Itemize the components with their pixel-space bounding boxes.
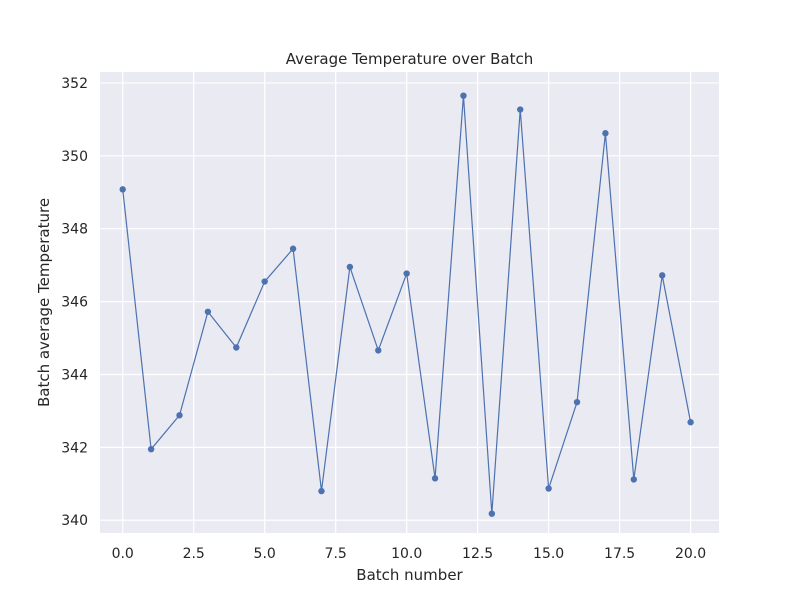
y-tick-label: 350: [61, 149, 88, 165]
x-tick-label: 12.5: [462, 546, 493, 562]
data-point: [176, 412, 183, 419]
data-point: [289, 245, 297, 252]
y-tick-label: 344: [61, 367, 88, 383]
x-tick-label: 0.0: [112, 546, 134, 562]
chart-title: Average Temperature over Batch: [286, 50, 534, 68]
data-point: [573, 398, 581, 406]
data-point: [431, 475, 439, 482]
data-point: [261, 278, 268, 285]
x-tick-label: 10.0: [391, 546, 422, 562]
data-point: [346, 263, 354, 271]
data-point: [233, 344, 240, 351]
data-point: [488, 510, 496, 517]
data-point: [403, 270, 410, 277]
data-point: [119, 186, 126, 193]
y-tick-label: 340: [61, 513, 88, 529]
y-tick-label: 352: [61, 76, 88, 92]
data-point: [204, 308, 212, 315]
data-point: [687, 419, 694, 426]
x-axis-label: Batch number: [356, 566, 463, 584]
data-point: [545, 485, 552, 492]
data-point: [147, 445, 155, 453]
data-point: [602, 130, 609, 137]
y-tick-label: 348: [61, 222, 88, 238]
tick-labels: 0.0 2.5 5.0 7.5 10.0 12.5 15.0 17.5 20.0 340 342 34…: [61, 76, 706, 562]
plot-area: [100, 72, 719, 533]
data-point: [517, 106, 524, 113]
x-tick-label: 7.5: [325, 546, 347, 562]
x-tick-label: 15.0: [533, 546, 564, 562]
series-layer: [119, 92, 694, 517]
data-point: [659, 272, 666, 279]
data-point: [375, 347, 382, 354]
y-axis-label: Batch average Temperature: [35, 198, 53, 407]
y-tick-label: 346: [61, 295, 88, 311]
x-tick-label: 20.0: [675, 546, 706, 562]
y-tick-label: 342: [61, 440, 88, 456]
x-tick-label: 2.5: [183, 546, 205, 562]
x-tick-label: 17.5: [604, 546, 635, 562]
data-point: [460, 92, 467, 99]
x-tick-label: 5.0: [254, 546, 276, 562]
data-point: [630, 476, 638, 483]
data-point: [318, 487, 325, 495]
